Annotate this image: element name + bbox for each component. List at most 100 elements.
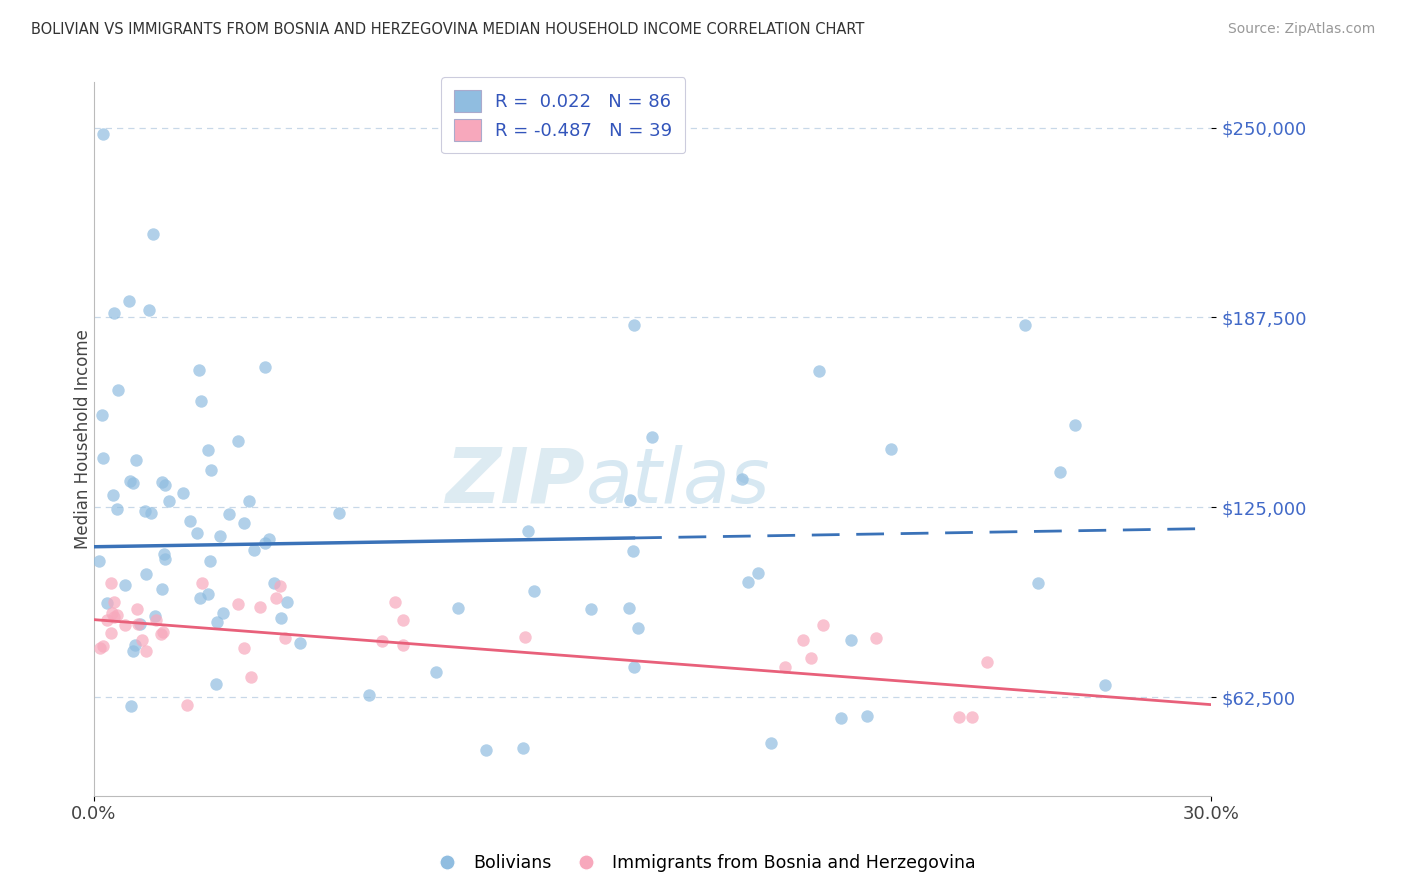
Point [105, 608, 128, 623]
Point [190, 394, 212, 409]
Point [107, 384, 129, 398]
Point [91, 127, 114, 141]
Point [145, 614, 167, 628]
Point [253, 536, 276, 550]
Point [425, 665, 447, 679]
Point [384, 595, 406, 609]
Point [103, 609, 125, 624]
Point [125, 601, 148, 615]
Point [800, 651, 823, 665]
Point [205, 615, 228, 629]
Point [125, 453, 148, 467]
Point [830, 711, 852, 725]
Point [233, 640, 256, 655]
Point [135, 566, 157, 581]
Point [105, 501, 128, 516]
Point [288, 636, 311, 650]
Point [276, 594, 298, 608]
Point [134, 504, 156, 518]
Y-axis label: Median Household Income: Median Household Income [75, 329, 91, 549]
Point [138, 302, 160, 317]
Point [976, 655, 998, 669]
Point [238, 494, 260, 508]
Point [152, 624, 174, 639]
Point [747, 566, 769, 581]
Text: Source: ZipAtlas.com: Source: ZipAtlas.com [1227, 22, 1375, 37]
Point [242, 543, 264, 558]
Point [263, 576, 285, 591]
Point [118, 293, 141, 308]
Point [101, 606, 124, 620]
Point [619, 493, 641, 508]
Point [127, 617, 149, 632]
Point [200, 463, 222, 477]
Point [264, 591, 287, 606]
Text: ZIP: ZIP [446, 445, 586, 519]
Point [731, 472, 754, 486]
Point [122, 476, 145, 491]
Point [197, 587, 219, 601]
Point [392, 614, 415, 628]
Point [209, 529, 232, 543]
Point [392, 639, 415, 653]
Point [274, 632, 297, 646]
Point [761, 736, 783, 750]
Point [188, 591, 211, 606]
Point [232, 516, 254, 530]
Point [627, 621, 650, 635]
Point [617, 600, 640, 615]
Point [186, 526, 208, 541]
Point [370, 633, 392, 648]
Point [139, 506, 162, 520]
Point [523, 584, 546, 599]
Point [93, 639, 115, 653]
Point [1049, 465, 1071, 479]
Point [269, 579, 291, 593]
Point [153, 478, 176, 492]
Point [103, 595, 125, 609]
Point [254, 360, 277, 375]
Point [517, 524, 540, 538]
Point [122, 644, 145, 658]
Point [737, 574, 759, 589]
Point [841, 633, 863, 648]
Point [218, 508, 240, 522]
Point [447, 601, 470, 615]
Point [240, 670, 263, 684]
Legend: Bolivians, Immigrants from Bosnia and Herzegovina: Bolivians, Immigrants from Bosnia and He… [423, 847, 983, 879]
Legend: R =  0.022   N = 86, R = -0.487   N = 39: R = 0.022 N = 86, R = -0.487 N = 39 [441, 77, 685, 153]
Point [855, 709, 877, 723]
Point [176, 698, 198, 712]
Point [91, 408, 114, 422]
Point [808, 363, 831, 377]
Point [91, 450, 114, 465]
Point [172, 485, 194, 500]
Point [948, 710, 970, 724]
Point [328, 506, 350, 520]
Point [641, 430, 664, 444]
Point [190, 576, 212, 591]
Point [188, 363, 211, 377]
Point [101, 487, 124, 501]
Point [621, 544, 644, 558]
Point [152, 547, 174, 561]
Text: atlas: atlas [586, 445, 770, 519]
Point [96, 613, 118, 627]
Point [89, 554, 111, 568]
Point [131, 633, 153, 648]
Point [157, 494, 180, 508]
Point [89, 640, 111, 655]
Point [153, 551, 176, 566]
Point [118, 474, 141, 488]
Point [211, 607, 233, 621]
Point [198, 554, 221, 568]
Point [100, 625, 122, 640]
Point [1064, 417, 1087, 432]
Point [865, 631, 887, 645]
Point [120, 699, 142, 714]
Point [150, 475, 173, 489]
Point [100, 576, 122, 591]
Point [1026, 575, 1049, 590]
Point [197, 443, 219, 458]
Point [359, 688, 381, 702]
